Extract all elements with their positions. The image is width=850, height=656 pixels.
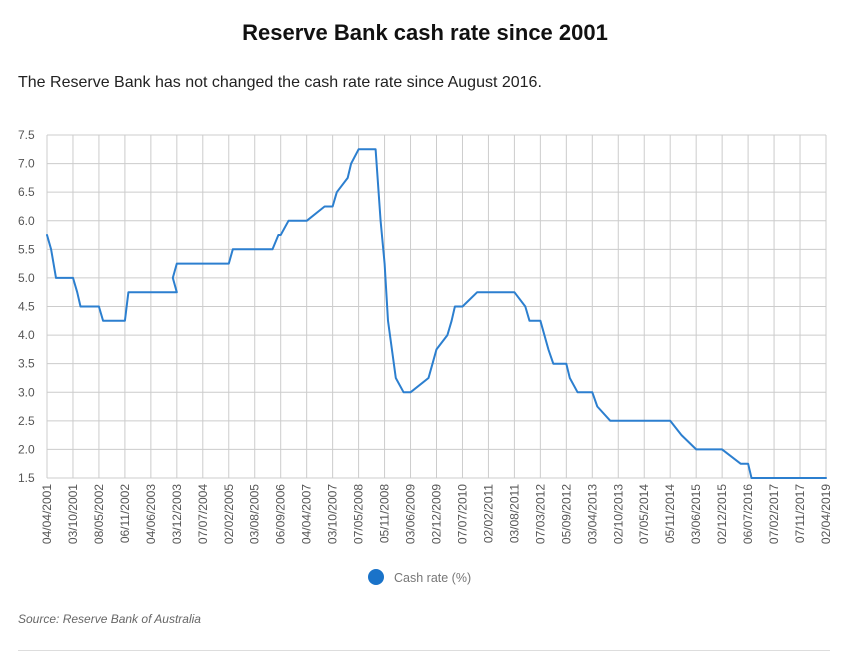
legend[interactable]: Cash rate (%) (368, 569, 471, 585)
y-tick-label: 4.5 (18, 300, 35, 314)
y-tick-label: 5.0 (18, 271, 35, 285)
x-tick-label: 05/09/2012 (559, 484, 573, 544)
x-axis: 04/04/2001 03/10/2001 08/05/2002 06/11/2002… (40, 484, 833, 544)
x-tick-label: 03/06/2009 (404, 484, 418, 544)
x-tick-label: 08/05/2002 (92, 484, 106, 544)
y-tick-label: 3.5 (18, 357, 35, 371)
x-tick-label: 03/08/2005 (248, 484, 262, 544)
legend-marker-cash-rate[interactable] (368, 569, 384, 585)
y-tick-label: 5.5 (18, 242, 35, 256)
x-tick-label: 03/12/2003 (170, 484, 184, 544)
x-tick-label: 07/02/2017 (767, 484, 781, 544)
x-tick-label: 07/05/2014 (637, 484, 651, 544)
x-tick-label: 02/02/2005 (222, 484, 236, 544)
x-tick-label: 06/11/2002 (118, 484, 132, 543)
series-layer (46, 148, 827, 479)
x-tick-label: 07/07/2004 (196, 484, 210, 544)
y-axis: 1.5 2.0 2.5 3.0 3.5 4.0 4.5 5.0 5.5 6.0 6.5 7.0 7.5 (18, 128, 35, 485)
x-tick-label: 03/10/2007 (326, 484, 340, 544)
y-tick-label: 4.0 (18, 328, 35, 342)
chart-title: Reserve Bank cash rate since 2001 (242, 20, 608, 45)
x-tick-label: 07/11/2017 (793, 484, 807, 543)
y-tick-label: 3.0 (18, 385, 35, 399)
y-tick-label: 6.5 (18, 185, 35, 199)
y-tick-label: 2.0 (18, 442, 35, 456)
x-tick-label: 04/06/2003 (144, 484, 158, 544)
x-tick-label: 05/11/2014 (663, 484, 677, 543)
y-tick-label: 1.5 (18, 471, 35, 485)
x-tick-label: 06/07/2016 (741, 484, 755, 544)
x-tick-label: 02/12/2015 (715, 484, 729, 544)
x-tick-label: 07/07/2010 (455, 484, 469, 544)
x-tick-label: 07/03/2012 (533, 484, 547, 544)
x-tick-label: 05/11/2008 (378, 484, 392, 543)
y-tick-label: 7.5 (18, 128, 35, 142)
source-note: Source: Reserve Bank of Australia (18, 612, 201, 626)
x-tick-label: 07/05/2008 (352, 484, 366, 544)
series-line-cash-rate (46, 148, 827, 479)
chart-subtitle: The Reserve Bank has not changed the cas… (18, 74, 542, 91)
chart-grid (46, 134, 827, 479)
x-tick-label: 03/10/2001 (66, 484, 80, 544)
y-tick-label: 2.5 (18, 414, 35, 428)
x-tick-label: 02/12/2009 (430, 484, 444, 544)
x-tick-label: 02/02/2011 (481, 484, 495, 543)
divider (18, 650, 830, 651)
y-tick-label: 7.0 (18, 157, 35, 171)
x-tick-label: 02/10/2013 (611, 484, 625, 544)
x-tick-label: 03/06/2015 (689, 484, 703, 544)
y-tick-label: 6.0 (18, 214, 35, 228)
x-tick-label: 02/04/2019 (819, 484, 833, 544)
legend-label-cash-rate[interactable]: Cash rate (%) (394, 571, 471, 585)
x-tick-label: 06/09/2006 (274, 484, 288, 544)
x-tick-label: 03/08/2011 (507, 484, 521, 543)
x-tick-label: 03/04/2013 (585, 484, 599, 544)
x-tick-label: 04/04/2007 (300, 484, 314, 544)
line-chart: 1.52.02.53.03.54.04.55.05.56.06.57.07.5 … (18, 128, 833, 585)
x-tick-label: 04/04/2001 (40, 484, 54, 544)
